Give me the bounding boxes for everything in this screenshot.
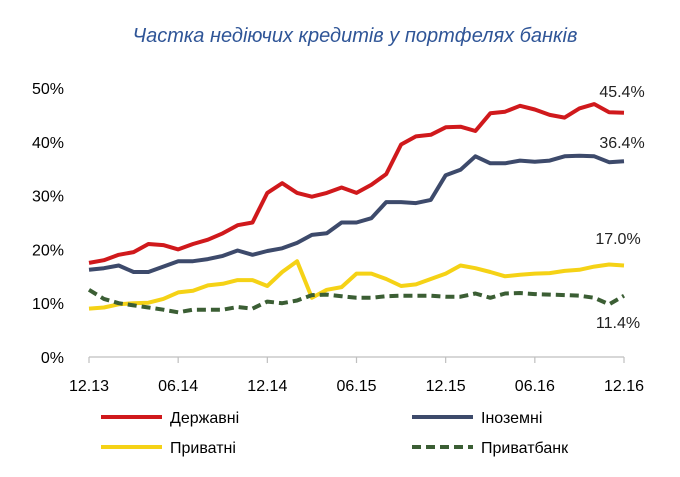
end-value-label: 17.0% [595, 231, 640, 248]
legend-label: Приватні [170, 440, 236, 457]
y-tick-label: 40% [32, 135, 64, 152]
series-line-3 [88, 259, 625, 311]
series-line-4 [87, 288, 625, 315]
legend-label: Державні [170, 410, 239, 427]
end-value-label: 36.4% [599, 135, 644, 152]
y-tick-label: 20% [32, 242, 64, 259]
y-tick-label: 30% [32, 189, 64, 206]
legend-label: Приватбанк [481, 440, 569, 457]
x-tick-label: 06.15 [336, 378, 376, 395]
x-tick-label: 12.15 [426, 378, 466, 395]
y-tick-label: 0% [41, 350, 64, 367]
x-tick-label: 06.14 [158, 378, 198, 395]
chart-legend: Державні Іноземні Приватні Приватбанк [101, 410, 569, 457]
chart-title: Частка недіючих кредитів у портфелях бан… [133, 25, 578, 47]
series-line-1 [88, 102, 625, 265]
end-value-label: 11.4% [596, 315, 640, 332]
end-value-label: 45.4% [599, 84, 644, 101]
legend-label: Іноземні [481, 410, 542, 427]
series-line-2 [88, 153, 625, 274]
chart-series [87, 102, 625, 315]
y-tick-label: 50% [32, 81, 64, 98]
x-tick-label: 12.13 [69, 378, 109, 395]
x-tick-label: 12.16 [604, 378, 644, 395]
chart-axes: 0% 10% 20% 30% 40% 50% 12.13 06.14 12.14 06.15 12.… [32, 81, 644, 395]
y-tick-label: 10% [32, 296, 64, 313]
x-tick-label: 06.16 [515, 378, 555, 395]
chart-end-labels: 45.4% 36.4% 17.0% 11.4% [595, 84, 644, 332]
x-tick-label: 12.14 [247, 378, 287, 395]
